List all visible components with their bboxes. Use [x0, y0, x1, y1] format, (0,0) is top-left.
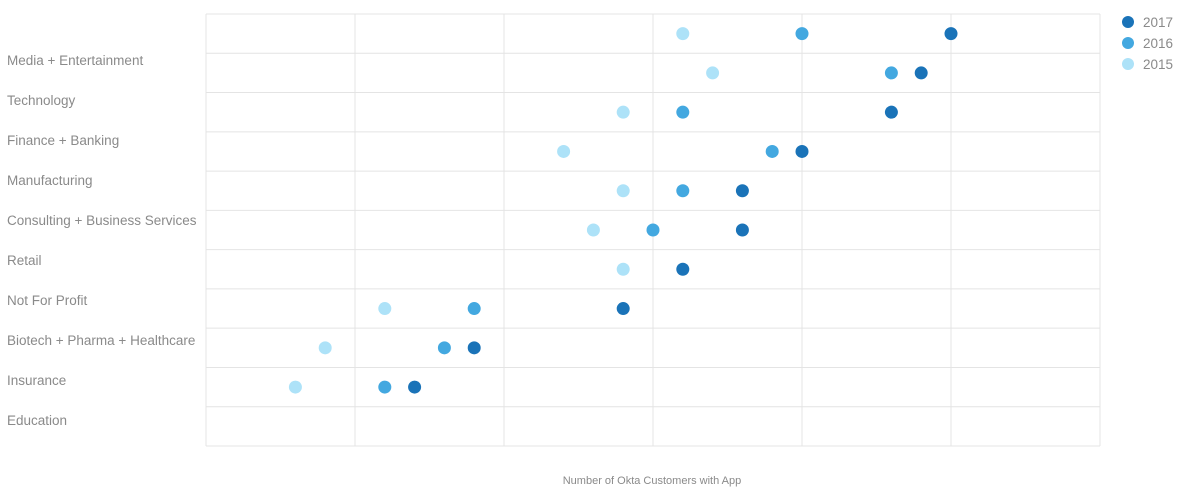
point-2015	[706, 66, 720, 80]
point-2017	[795, 144, 809, 158]
category-label: Manufacturing	[7, 173, 93, 188]
point-2017	[408, 380, 422, 394]
point-2015	[318, 341, 332, 355]
point-2015	[676, 27, 690, 41]
point-2015	[616, 105, 630, 119]
point-2017	[735, 223, 749, 237]
point-2015	[378, 302, 392, 316]
point-2016	[795, 27, 809, 41]
point-2016	[676, 105, 690, 119]
legend-label: 2017	[1143, 15, 1173, 30]
legend-swatch	[1122, 37, 1134, 49]
category-label: Education	[7, 413, 67, 428]
category-label: Biotech + Pharma + Healthcare	[7, 333, 195, 348]
point-2017	[735, 184, 749, 198]
data-points	[288, 27, 958, 394]
point-2017	[616, 302, 630, 316]
point-2015	[586, 223, 600, 237]
category-label: Retail	[7, 253, 42, 268]
grid	[205, 13, 1101, 447]
point-2016	[765, 144, 779, 158]
point-2015	[616, 262, 630, 276]
point-2016	[378, 380, 392, 394]
point-2015	[557, 144, 571, 158]
legend-label: 2015	[1143, 57, 1173, 72]
point-2016	[437, 341, 451, 355]
category-labels: Media + Entertainment Technology Finance +…	[7, 53, 197, 428]
point-2016	[676, 184, 690, 198]
legend-swatch	[1122, 58, 1134, 70]
x-axis-title: Number of Okta Customers with App	[563, 475, 742, 487]
point-2017	[467, 341, 481, 355]
point-2015	[616, 184, 630, 198]
category-label: Media + Entertainment	[7, 53, 143, 68]
point-2015	[288, 380, 302, 394]
category-label: Insurance	[7, 373, 66, 388]
point-2016	[884, 66, 898, 80]
legend-swatch	[1122, 16, 1134, 28]
category-label: Not For Profit	[7, 293, 88, 308]
point-2017	[914, 66, 928, 80]
point-2016	[467, 302, 481, 316]
legend: 2017 2016 2015	[1122, 15, 1173, 72]
point-2017	[944, 27, 958, 41]
point-2016	[646, 223, 660, 237]
category-label: Consulting + Business Services	[7, 213, 197, 228]
legend-label: 2016	[1143, 36, 1173, 51]
point-2017	[676, 262, 690, 276]
category-label: Technology	[7, 93, 76, 108]
category-label: Finance + Banking	[7, 133, 119, 148]
point-2017	[884, 105, 898, 119]
